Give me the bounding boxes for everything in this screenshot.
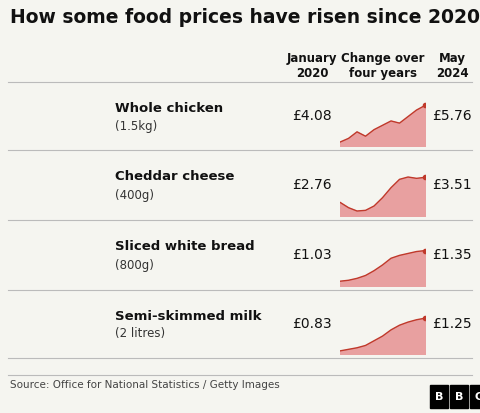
Text: £3.51: £3.51: [432, 178, 472, 192]
Text: £2.76: £2.76: [292, 178, 332, 192]
Text: Whole chicken: Whole chicken: [115, 102, 223, 114]
Text: B: B: [435, 392, 443, 401]
Text: May
2024: May 2024: [436, 52, 468, 80]
Text: January
2020: January 2020: [287, 52, 337, 80]
Text: £5.76: £5.76: [432, 109, 472, 123]
Text: (800g): (800g): [115, 259, 154, 271]
Text: £1.25: £1.25: [432, 317, 472, 331]
Text: B: B: [455, 392, 463, 401]
Text: £0.83: £0.83: [292, 317, 332, 331]
Text: £1.03: £1.03: [292, 248, 332, 262]
Text: Semi-skimmed milk: Semi-skimmed milk: [115, 309, 262, 323]
Text: Change over
four years: Change over four years: [341, 52, 425, 80]
Text: Sliced white bread: Sliced white bread: [115, 240, 254, 254]
Text: Source: Office for National Statistics / Getty Images: Source: Office for National Statistics /…: [10, 380, 280, 390]
Text: £4.08: £4.08: [292, 109, 332, 123]
Text: £1.35: £1.35: [432, 248, 472, 262]
Text: How some food prices have risen since 2020: How some food prices have risen since 20…: [10, 8, 480, 27]
Text: (400g): (400g): [115, 188, 154, 202]
Text: (1.5kg): (1.5kg): [115, 119, 157, 133]
Text: Cheddar cheese: Cheddar cheese: [115, 171, 234, 183]
Text: (2 litres): (2 litres): [115, 328, 165, 340]
Text: C: C: [475, 392, 480, 401]
